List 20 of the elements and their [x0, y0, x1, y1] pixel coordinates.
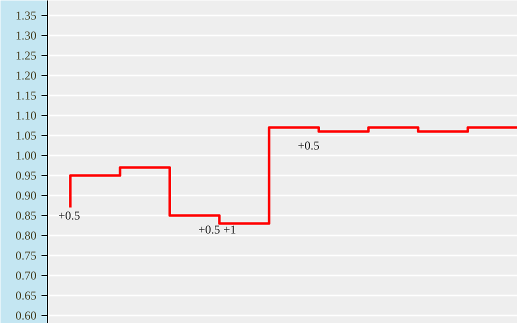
- annotation: +1: [223, 222, 236, 236]
- y-tick-label: 1.00: [16, 148, 36, 162]
- y-tick-label: 0.95: [16, 168, 36, 182]
- y-tick-label: 1.20: [16, 68, 36, 82]
- y-tick-label: 0.60: [16, 308, 36, 322]
- y-tick-label: 1.05: [16, 128, 36, 142]
- y-tick-label: 1.25: [16, 48, 36, 62]
- y-tick-label: 1.10: [16, 108, 36, 122]
- y-tick-label: 1.15: [16, 88, 36, 102]
- y-tick-label: 0.75: [16, 248, 36, 262]
- y-tick-label: 1.30: [16, 28, 36, 42]
- annotation: +0.5: [198, 222, 220, 236]
- y-tick-label: 0.65: [16, 288, 36, 302]
- annotation: +0.5: [58, 208, 80, 222]
- y-tick-label: 1.35: [16, 8, 36, 22]
- annotation: +0.5: [298, 138, 320, 152]
- y-tick-label: 0.70: [16, 268, 36, 282]
- y-tick-label: 0.80: [16, 228, 36, 242]
- y-tick-label: 0.85: [16, 208, 36, 222]
- y-tick-label: 0.90: [16, 188, 36, 202]
